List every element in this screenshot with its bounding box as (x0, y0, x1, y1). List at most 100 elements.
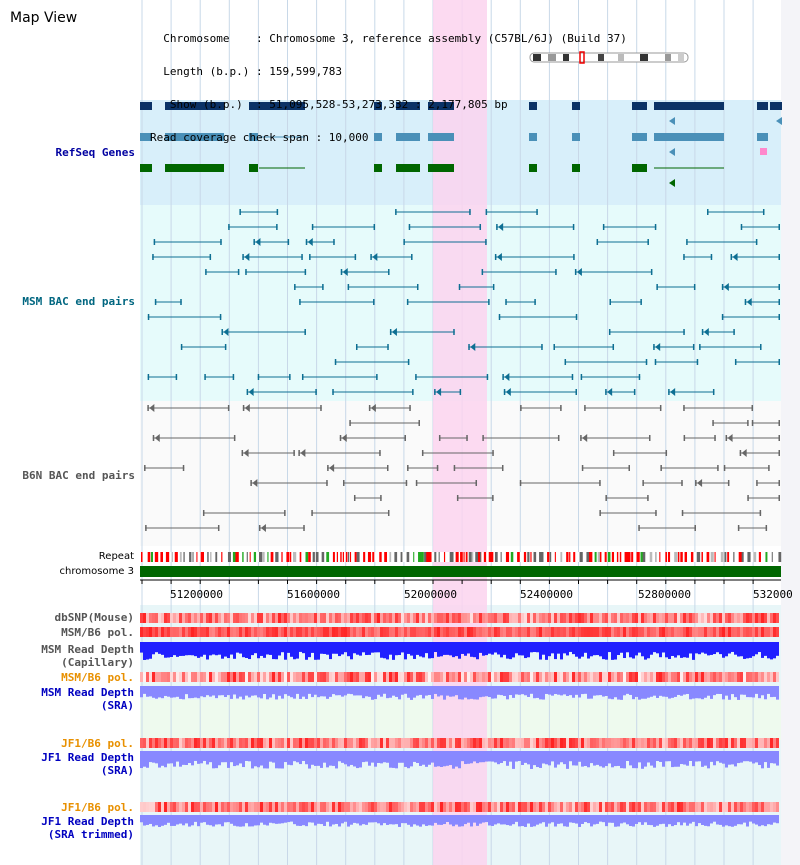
gene-block (632, 164, 647, 172)
snp-heat-cell (494, 627, 497, 637)
depth-bar (773, 751, 776, 764)
snp-heat-cell (449, 672, 452, 682)
depth-bar (620, 686, 623, 700)
depth-bar (371, 815, 374, 823)
selection-highlight[interactable] (433, 0, 487, 865)
snp-heat-cell (485, 802, 488, 812)
depth-bar (548, 642, 551, 657)
depth-bar (158, 642, 161, 654)
chromosome-ideogram[interactable] (529, 51, 689, 64)
msm-bac-end (502, 374, 504, 380)
snp-heat-cell (188, 613, 191, 623)
depth-bar (149, 751, 152, 763)
depth-bar (260, 686, 263, 699)
depth-bar (455, 642, 458, 657)
depth-bar (251, 686, 254, 696)
b6n-bac-end (233, 435, 236, 441)
snp-heat-cell (662, 613, 665, 623)
snp-heat-cell (341, 627, 344, 637)
depth-bar (353, 815, 356, 823)
snp-heat-cell (671, 802, 674, 812)
msm-bac-end (778, 314, 780, 320)
snp-heat-cell (752, 627, 755, 637)
msm-bac-arrow (505, 388, 511, 396)
depth-bar (434, 642, 437, 653)
depth-bar (506, 815, 509, 826)
snp-heat-cell (170, 613, 173, 623)
depth-bar (299, 642, 302, 652)
track-label-msm-bac[interactable]: MSM BAC end pairs (22, 295, 135, 308)
track-label-refseq[interactable]: RefSeq Genes (55, 146, 135, 159)
b6n-bac-end (380, 495, 382, 501)
track-label-msm-pol-2[interactable]: MSM/B6 pol. (61, 671, 134, 684)
track-label-jf1-pol-2[interactable]: JF1/B6 pol. (61, 801, 134, 814)
snp-heat-cell (455, 738, 458, 748)
msm-bac-track[interactable] (147, 209, 780, 396)
snp-heat-cell (227, 738, 230, 748)
b6n-bac-end (217, 525, 220, 531)
msm-bac-end (602, 224, 605, 230)
snp-heat-cell (602, 802, 605, 812)
depth-bar (377, 815, 380, 824)
depth-bar (467, 815, 470, 823)
track-label-b6n-bac[interactable]: B6N BAC end pairs (22, 469, 135, 482)
repeat-mark (192, 552, 194, 562)
track-label-jf1-depth-sra[interactable]: JF1 Read Depth (41, 751, 134, 764)
gene-block (572, 164, 580, 172)
depth-bar (293, 815, 296, 825)
track-label-msm-depth-capillary[interactable]: MSM Read Depth (41, 643, 134, 656)
snp-heat-cell (224, 627, 227, 637)
snp-heat-cell (248, 738, 251, 748)
depth-bar (239, 751, 242, 764)
b6n-bac-arrow (370, 404, 376, 412)
snp-heat-cell (488, 802, 491, 812)
track-label-msm-pol-1[interactable]: MSM/B6 pol. (61, 626, 134, 639)
snp-heat-cell (179, 613, 182, 623)
depth-bar (539, 686, 542, 700)
snp-heat-cell (392, 672, 395, 682)
track-label-jf1-depth-trimmed[interactable]: JF1 Read Depth (41, 815, 134, 828)
depth-bar (731, 815, 734, 827)
snp-heat-cell (749, 802, 752, 812)
repeat-mark (332, 552, 335, 562)
snp-heat-cell (461, 738, 464, 748)
depth-bar (641, 642, 644, 657)
depth-bar (575, 686, 578, 695)
snp-heat-cell (215, 613, 218, 623)
snp-heat-cell (206, 738, 209, 748)
depth-bar (662, 815, 665, 824)
snp-heat-cell (740, 802, 743, 812)
depth-bar (215, 751, 218, 769)
track-label-jf1-pol-1[interactable]: JF1/B6 pol. (61, 737, 134, 750)
repeat-mark (394, 552, 398, 562)
snp-heat-cell (671, 627, 674, 637)
msm-bac-end (332, 389, 334, 395)
snp-heat-cell (479, 613, 482, 623)
snp-heat-cell (683, 627, 686, 637)
snp-heat-cell (650, 627, 653, 637)
snp-heat-cell (284, 802, 287, 812)
snp-heat-cell (425, 627, 428, 637)
snp-heat-cell (731, 738, 734, 748)
b6n-bac-track[interactable] (144, 404, 780, 532)
snp-heat-cell (191, 672, 194, 682)
track-label-msm-depth-sra[interactable]: MSM Read Depth (41, 686, 134, 699)
snp-heat-cell (278, 627, 281, 637)
snp-heat-cell (386, 627, 389, 637)
depth-bar (200, 642, 203, 657)
depth-bar (557, 686, 560, 695)
snp-heat-cell (632, 672, 635, 682)
snp-heat-cell (302, 738, 305, 748)
msm-bac-end (232, 374, 235, 380)
refseq-gene-track[interactable] (140, 102, 782, 187)
snp-heat-cell (158, 802, 161, 812)
depth-bar (470, 642, 473, 657)
snp-heat-cell (668, 738, 671, 748)
snp-heat-cell (602, 613, 605, 623)
repeat-mark (758, 552, 761, 562)
snp-heat-cell (296, 802, 299, 812)
gene-block (374, 102, 382, 110)
snp-heat-cell (701, 672, 704, 682)
track-label-dbsnp[interactable]: dbSNP(Mouse) (54, 611, 134, 624)
